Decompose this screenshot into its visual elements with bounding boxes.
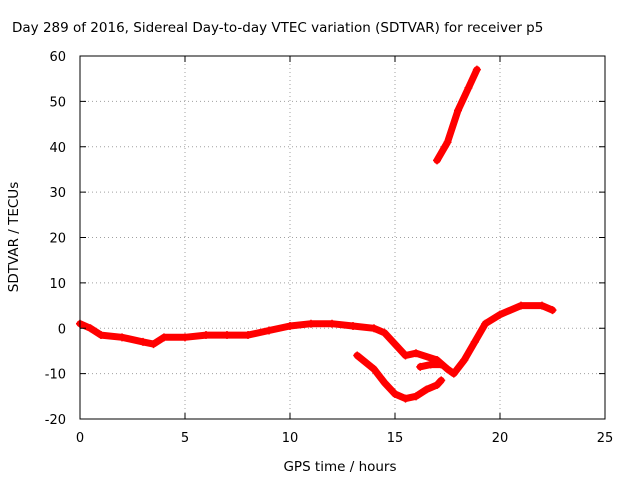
data-point (426, 360, 435, 369)
data-point (307, 319, 315, 328)
data-point (464, 83, 473, 92)
data-point (481, 319, 490, 328)
data-point (517, 301, 525, 310)
data-point (401, 394, 410, 403)
data-point (380, 328, 389, 337)
data-point (149, 340, 158, 349)
data-point (443, 138, 452, 147)
y-tick-label: 30 (49, 186, 66, 201)
data-point (548, 306, 557, 315)
data-point (496, 310, 504, 319)
data-point (391, 390, 399, 399)
plot-frame (79, 55, 606, 420)
y-tick-label: 0 (58, 322, 66, 337)
data-point (433, 380, 441, 389)
x-tick-label: 20 (492, 431, 509, 446)
data-point (86, 324, 95, 333)
y-tick-label: 40 (49, 141, 66, 156)
data-point (244, 331, 252, 340)
data-point (391, 340, 399, 349)
data-point (202, 331, 210, 340)
data-point (380, 378, 389, 387)
y-axis-label: SDTVAR / TECUs (6, 182, 22, 292)
chart-title: Day 289 of 2016, Sidereal Day-to-day VTE… (12, 20, 543, 36)
data-point (433, 156, 441, 165)
data-point (472, 65, 481, 74)
x-tick-label: 25 (597, 431, 614, 446)
data-point (470, 337, 479, 346)
data-point (538, 301, 546, 310)
data-point (370, 365, 378, 374)
data-point (139, 337, 147, 346)
data-series (76, 65, 557, 403)
data-point (328, 319, 336, 328)
data-point (97, 331, 105, 340)
data-point (454, 106, 462, 115)
grid-lines (80, 56, 605, 419)
data-point (416, 362, 425, 371)
data-point (401, 351, 410, 360)
data-point (449, 369, 458, 378)
data-point (160, 333, 168, 342)
data-point (422, 385, 431, 394)
x-tick-label: 10 (282, 431, 299, 446)
y-tick-label: 10 (49, 277, 66, 292)
axis-ticks: 0 5 10 15 20 25 -20 -10 0 10 20 30 40 50 60 (45, 50, 614, 446)
data-point (437, 376, 446, 385)
y-tick-label: -10 (45, 368, 66, 383)
data-point (265, 326, 273, 335)
y-tick-label: 20 (49, 232, 66, 247)
data-point (118, 333, 126, 342)
data-point (443, 365, 452, 374)
x-tick-label: 0 (76, 431, 84, 446)
data-point (349, 321, 357, 330)
data-point (437, 360, 446, 369)
data-point (223, 331, 231, 340)
data-point (353, 351, 362, 360)
x-axis-label: GPS time / hours (283, 459, 396, 475)
x-tick-label: 5 (181, 431, 189, 446)
y-tick-label: 60 (49, 50, 66, 65)
data-point (370, 324, 378, 333)
data-point (286, 321, 294, 330)
y-tick-label: -20 (45, 413, 66, 428)
data-point (412, 349, 420, 358)
data-point (181, 333, 189, 342)
x-tick-label: 15 (387, 431, 404, 446)
data-point (412, 392, 420, 401)
y-tick-label: 50 (49, 95, 66, 110)
series-main-band (76, 302, 556, 378)
data-point (460, 356, 469, 365)
